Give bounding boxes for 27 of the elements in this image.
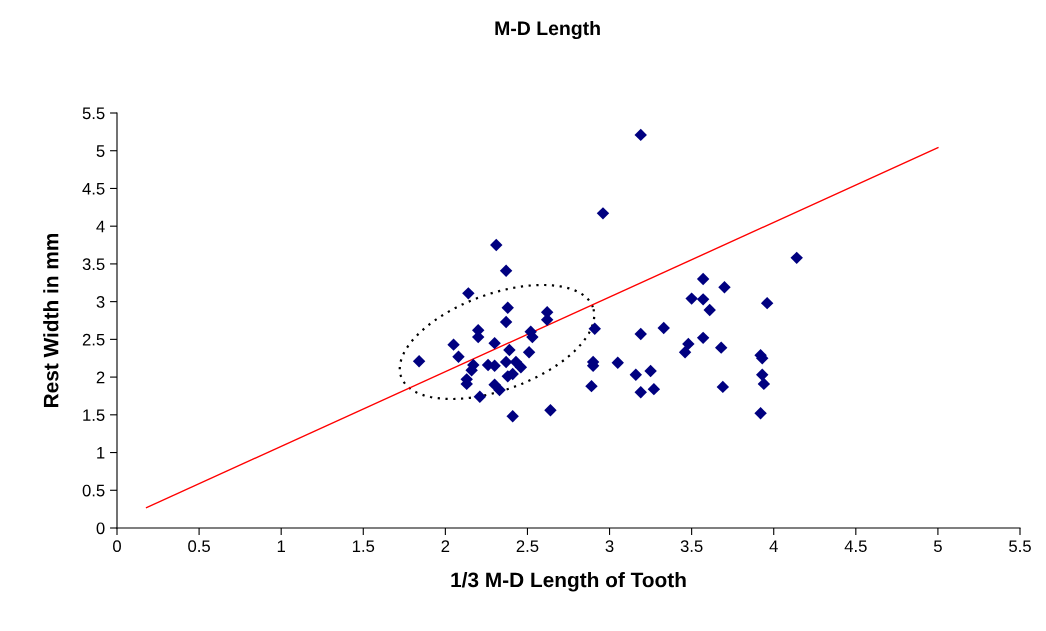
x-tick-label: 4 [769,540,778,552]
y-tick-label: 1.5 [83,409,105,422]
x-tick-label: 0 [113,540,121,553]
x-tick-label: 2.5 [516,540,539,553]
y-tick-label: 1 [97,447,105,459]
y-tick-label: 0 [96,522,105,535]
y-tick-label: 3 [96,296,105,308]
y-tick-label: 5 [96,145,105,157]
y-tick-label: 2.5 [82,333,105,346]
y-axis-title: Rest Width in mm [43,233,59,407]
x-tick-label: 5 [933,540,942,553]
x-tick-label: 4.5 [844,540,867,553]
y-tick-label: 2 [96,371,105,384]
x-axis-title: 1/3 M-D Length of Tooth [451,572,686,592]
x-tick-label: 2 [441,540,450,552]
x-tick-label: 1.5 [352,540,375,553]
y-tick-label: 0.5 [82,484,105,497]
x-tick-label: 3 [605,540,614,553]
y-tick-label: 4 [96,220,105,233]
x-tick-label: 1 [277,540,285,552]
x-tick-label: 5.5 [1009,540,1031,553]
y-tick-label: 3.5 [82,258,105,271]
x-tick-label: 3.5 [680,540,703,553]
y-tick-label: 5.5 [82,107,105,120]
y-tick-label: 4.5 [82,183,105,195]
chart-title: M-D Length [495,20,600,40]
x-tick-label: 0.5 [188,540,210,553]
